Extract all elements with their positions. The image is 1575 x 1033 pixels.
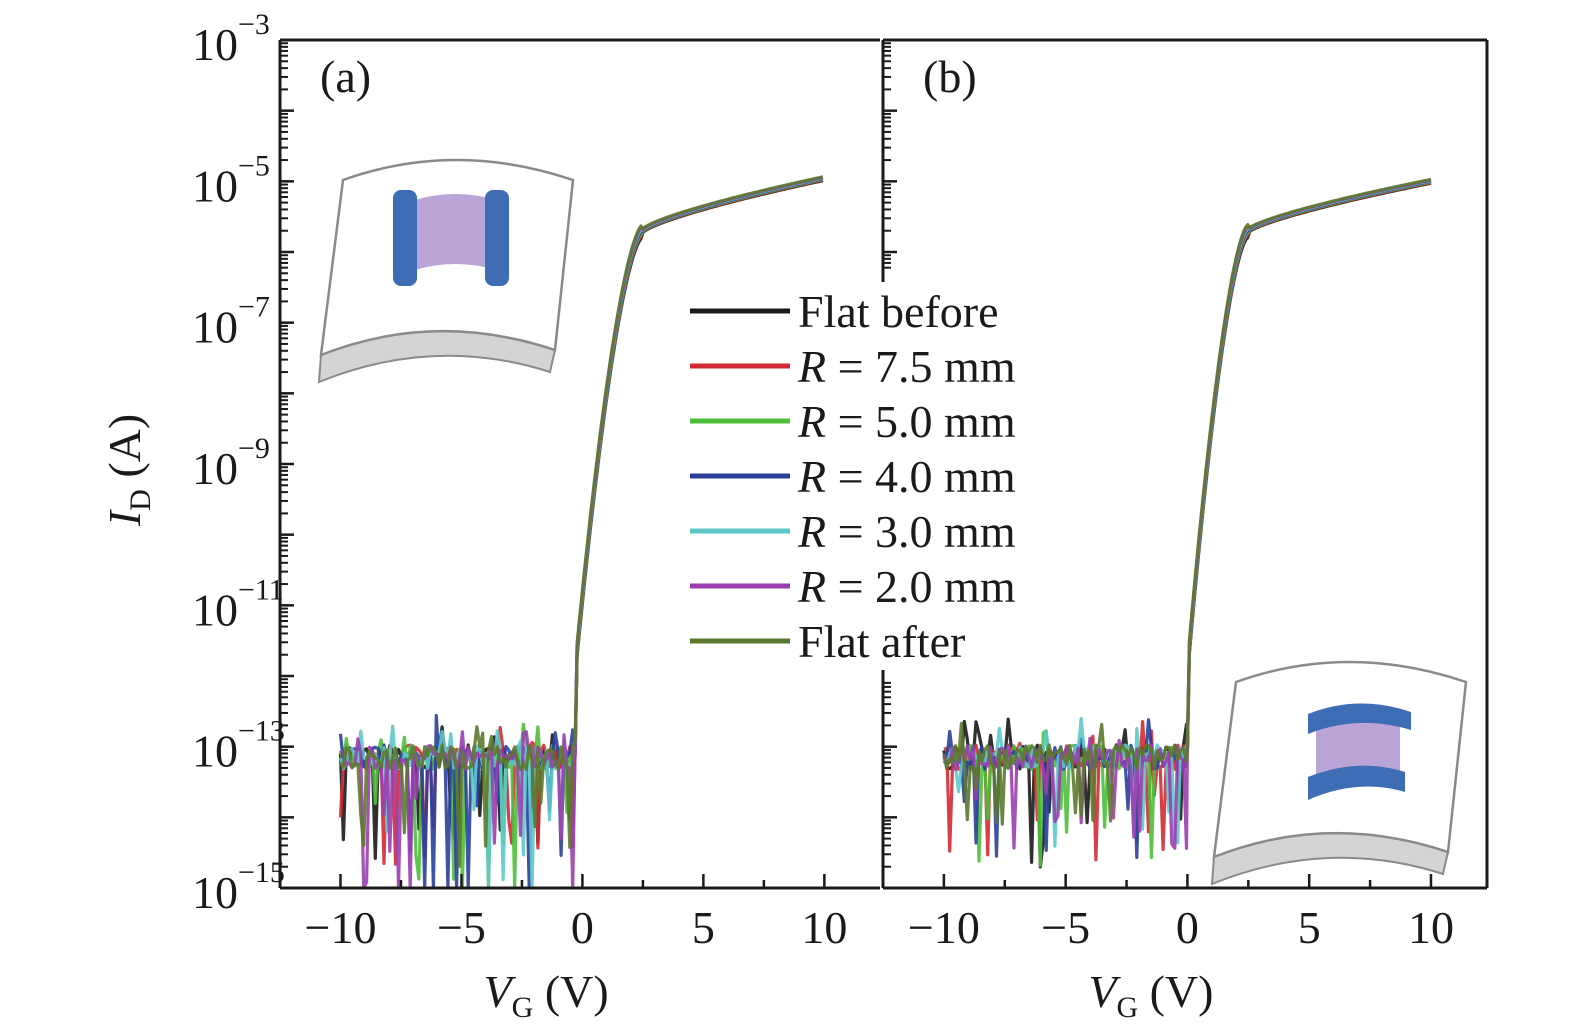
electrode-right bbox=[485, 190, 509, 286]
x-axis-title-var: V bbox=[484, 966, 517, 1017]
y-tick-base: 10 bbox=[192, 867, 238, 918]
y-tick-label: 10 −9 bbox=[192, 432, 270, 494]
y-tick-base: 10 bbox=[192, 302, 238, 353]
inset-device-illustration bbox=[317, 158, 575, 384]
legend-item: Flat after bbox=[690, 616, 965, 667]
channel bbox=[1316, 718, 1400, 780]
panel-label: (a) bbox=[320, 51, 371, 102]
y-tick-label: 10 −3 bbox=[192, 8, 270, 70]
x-tick-label: 5 bbox=[1298, 902, 1321, 953]
legend-label: R = 3.0 mm bbox=[797, 506, 1016, 557]
x-axis-title: VG (V) bbox=[1088, 966, 1213, 1024]
legend-item: Flat before bbox=[690, 286, 999, 337]
legend-item: R = 3.0 mm bbox=[690, 506, 1016, 557]
legend-label: Flat before bbox=[798, 286, 999, 337]
electrode-bottom bbox=[1308, 765, 1405, 800]
channel bbox=[415, 194, 497, 270]
series-line-6 bbox=[339, 175, 824, 868]
legend-label-text: = 4.0 mm bbox=[826, 451, 1016, 502]
y-axis-title-unit: (A) bbox=[99, 414, 150, 489]
legend-label-text: Flat before bbox=[798, 286, 999, 337]
legend-label: R = 4.0 mm bbox=[797, 451, 1016, 502]
x-axis-title-unit: (V) bbox=[533, 966, 608, 1017]
series-line-6 bbox=[942, 177, 1432, 826]
x-axis-title-var: V bbox=[1088, 966, 1121, 1017]
legend-label: R = 5.0 mm bbox=[797, 396, 1016, 447]
x-axis-title: VG (V) bbox=[484, 966, 609, 1024]
inset-device-illustration bbox=[1210, 660, 1468, 886]
y-tick-label: 10 −15 bbox=[192, 856, 285, 918]
panel-a: −10 −5 0 5 1010−310−510−710−910−1110−1310−15… bbox=[192, 8, 880, 1024]
legend-item: R = 5.0 mm bbox=[690, 396, 1016, 447]
legend-label-var: R bbox=[797, 341, 826, 392]
legend-label-var: R bbox=[797, 561, 826, 612]
legend-label-var: R bbox=[797, 506, 826, 557]
legend-label-text: = 5.0 mm bbox=[826, 396, 1016, 447]
legend-item: R = 4.0 mm bbox=[690, 451, 1016, 502]
legend-label-text: = 7.5 mm bbox=[826, 341, 1016, 392]
x-axis-title-subscript: G bbox=[512, 991, 534, 1024]
x-tick-label: 10 bbox=[1408, 902, 1454, 953]
x-tick-label: −10 bbox=[305, 902, 377, 953]
y-tick-exponent: −9 bbox=[238, 432, 270, 465]
x-axis-title-subscript: G bbox=[1116, 991, 1138, 1024]
x-tick-label: −5 bbox=[437, 902, 486, 953]
x-axis-title-unit: (V) bbox=[1138, 966, 1213, 1017]
y-tick-exponent: −15 bbox=[238, 856, 285, 889]
y-tick-exponent: −3 bbox=[238, 8, 270, 41]
panel-b: −10 −5 0 5 10 (b) VG (V) bbox=[881, 38, 1489, 1024]
y-tick-exponent: −11 bbox=[238, 573, 284, 606]
legend-label-text: = 3.0 mm bbox=[826, 506, 1016, 557]
y-tick-exponent: −13 bbox=[238, 715, 285, 748]
electrode-top bbox=[1308, 703, 1411, 734]
legend-item: R = 2.0 mm bbox=[690, 561, 1016, 612]
y-axis-title-var: I bbox=[99, 508, 150, 527]
legend-label-text: Flat after bbox=[798, 616, 965, 667]
y-tick-label: 10 −5 bbox=[192, 149, 270, 211]
legend-label: R = 7.5 mm bbox=[797, 341, 1016, 392]
y-tick-base: 10 bbox=[192, 19, 238, 70]
y-axis-title-subscript: D bbox=[124, 489, 157, 511]
axis-titles: ID (A) bbox=[99, 414, 157, 527]
y-tick-exponent: −7 bbox=[238, 291, 270, 324]
y-tick-exponent: −5 bbox=[238, 149, 270, 182]
y-tick-label: 10 −7 bbox=[192, 291, 270, 353]
y-tick-label: 10 −11 bbox=[192, 573, 284, 635]
legend-item: R = 7.5 mm bbox=[690, 341, 1016, 392]
x-tick-label: 0 bbox=[1176, 902, 1199, 953]
legend-label-var: R bbox=[797, 451, 826, 502]
y-axis-title: ID (A) bbox=[99, 414, 157, 527]
substrate bbox=[1210, 660, 1468, 886]
x-tick-label: 10 bbox=[801, 902, 847, 953]
x-tick-label: −10 bbox=[908, 902, 980, 953]
substrate bbox=[317, 158, 575, 384]
x-tick-label: 0 bbox=[571, 902, 594, 953]
x-tick-label: 5 bbox=[692, 902, 715, 953]
y-tick-base: 10 bbox=[192, 584, 238, 635]
y-tick-base: 10 bbox=[192, 443, 238, 494]
legend-label: R = 2.0 mm bbox=[797, 561, 1016, 612]
legend-label-text: = 2.0 mm bbox=[826, 561, 1016, 612]
x-tick-label: −5 bbox=[1041, 902, 1090, 953]
panel-label: (b) bbox=[923, 51, 977, 102]
legend-label-var: R bbox=[797, 396, 826, 447]
electrode-left bbox=[393, 190, 417, 286]
y-tick-label: 10 −13 bbox=[192, 715, 285, 777]
plot-area bbox=[317, 158, 824, 888]
legend-label: Flat after bbox=[798, 616, 965, 667]
y-tick-base: 10 bbox=[192, 160, 238, 211]
y-tick-base: 10 bbox=[192, 726, 238, 777]
plot-area bbox=[942, 177, 1468, 886]
